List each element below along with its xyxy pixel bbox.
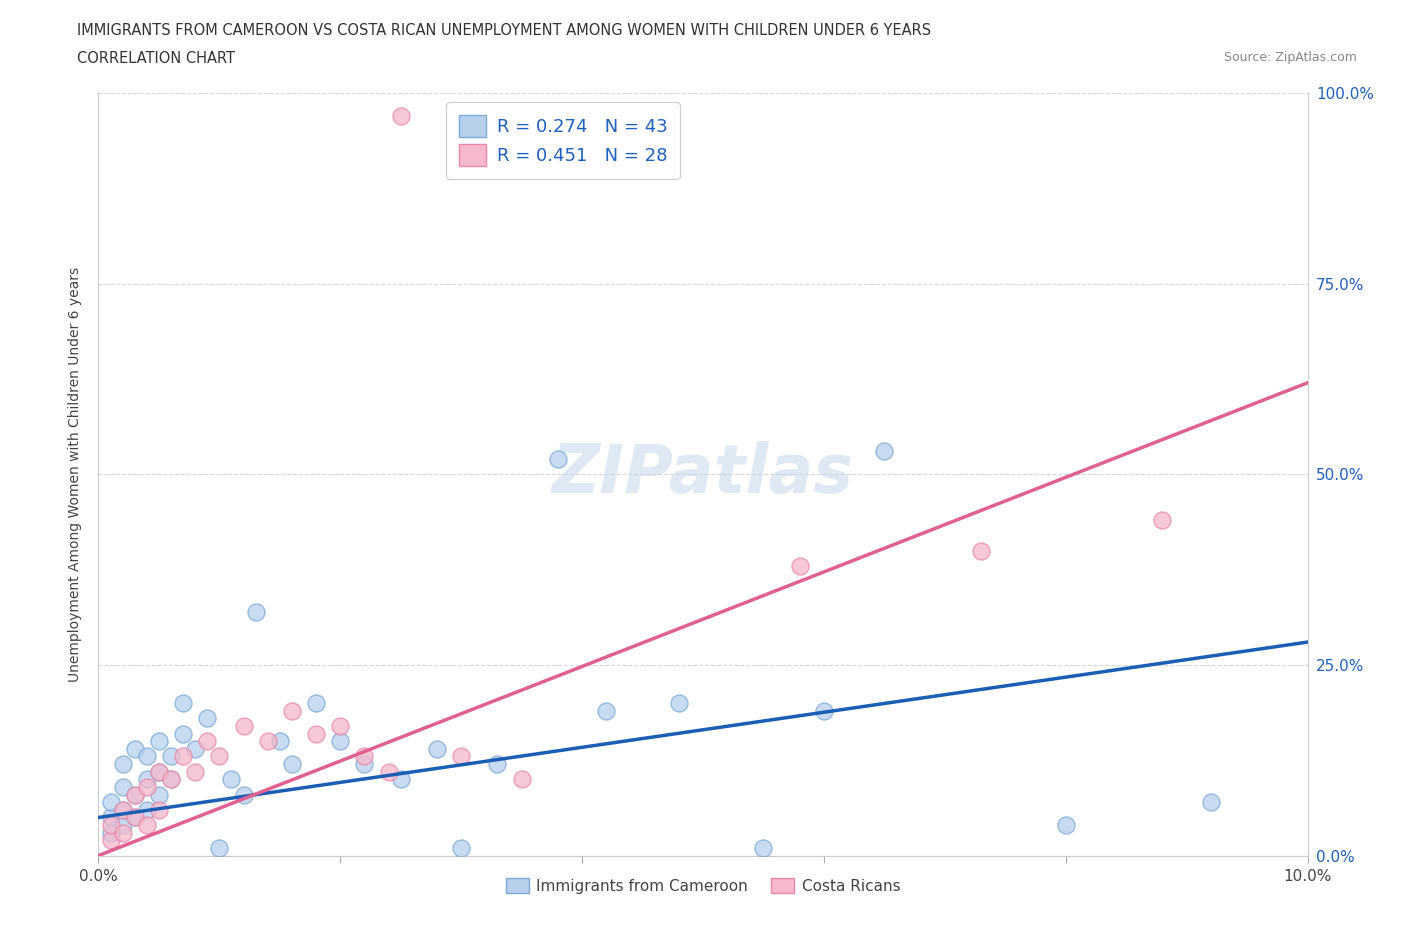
Point xyxy=(135,817,157,832)
Point xyxy=(135,749,157,764)
Point xyxy=(111,817,134,832)
Point xyxy=(208,749,231,764)
Point xyxy=(124,810,146,825)
Point xyxy=(124,787,146,802)
Point xyxy=(1199,795,1222,810)
Point xyxy=(100,810,122,825)
Y-axis label: Unemployment Among Women with Children Under 6 years: Unemployment Among Women with Children U… xyxy=(69,267,83,682)
Point xyxy=(148,803,170,817)
Point xyxy=(208,841,231,856)
Point xyxy=(813,703,835,718)
Point xyxy=(232,719,254,734)
Text: Source: ZipAtlas.com: Source: ZipAtlas.com xyxy=(1223,51,1357,64)
Point xyxy=(752,841,775,856)
Point xyxy=(329,719,352,734)
Point xyxy=(1152,512,1174,527)
Point xyxy=(547,452,569,467)
Point xyxy=(450,841,472,856)
Point xyxy=(160,772,183,787)
Point xyxy=(873,444,896,458)
Point xyxy=(100,825,122,840)
Point xyxy=(269,734,291,749)
Point xyxy=(172,726,194,741)
Point xyxy=(426,741,449,756)
Text: IMMIGRANTS FROM CAMEROON VS COSTA RICAN UNEMPLOYMENT AMONG WOMEN WITH CHILDREN U: IMMIGRANTS FROM CAMEROON VS COSTA RICAN … xyxy=(77,23,931,38)
Point xyxy=(172,749,194,764)
Point xyxy=(111,757,134,772)
Point xyxy=(160,749,183,764)
Point xyxy=(100,817,122,832)
Point xyxy=(111,779,134,794)
Text: ZIPatlas: ZIPatlas xyxy=(553,442,853,507)
Point xyxy=(111,803,134,817)
Point xyxy=(195,711,218,725)
Point xyxy=(789,558,811,573)
Point xyxy=(970,543,993,558)
Point xyxy=(124,810,146,825)
Point xyxy=(305,696,328,711)
Point xyxy=(668,696,690,711)
Point xyxy=(111,825,134,840)
Point xyxy=(305,726,328,741)
Point xyxy=(148,787,170,802)
Legend: Immigrants from Cameroon, Costa Ricans: Immigrants from Cameroon, Costa Ricans xyxy=(498,870,908,901)
Point xyxy=(510,772,533,787)
Point xyxy=(124,741,146,756)
Point xyxy=(232,787,254,802)
Point xyxy=(281,757,304,772)
Point xyxy=(389,772,412,787)
Point xyxy=(160,772,183,787)
Point xyxy=(100,833,122,848)
Point xyxy=(281,703,304,718)
Point xyxy=(389,109,412,124)
Point xyxy=(124,787,146,802)
Point xyxy=(148,734,170,749)
Point xyxy=(100,795,122,810)
Point xyxy=(245,604,267,619)
Point xyxy=(353,749,375,764)
Point xyxy=(195,734,218,749)
Point xyxy=(377,764,399,779)
Point xyxy=(450,749,472,764)
Point xyxy=(221,772,243,787)
Point xyxy=(1054,817,1077,832)
Point xyxy=(486,757,509,772)
Point xyxy=(135,779,157,794)
Point xyxy=(135,803,157,817)
Point xyxy=(329,734,352,749)
Point xyxy=(595,703,617,718)
Point xyxy=(256,734,278,749)
Text: CORRELATION CHART: CORRELATION CHART xyxy=(77,51,235,66)
Point xyxy=(135,772,157,787)
Point xyxy=(172,696,194,711)
Point xyxy=(148,764,170,779)
Point xyxy=(148,764,170,779)
Point xyxy=(184,741,207,756)
Point xyxy=(111,803,134,817)
Point xyxy=(184,764,207,779)
Point xyxy=(353,757,375,772)
